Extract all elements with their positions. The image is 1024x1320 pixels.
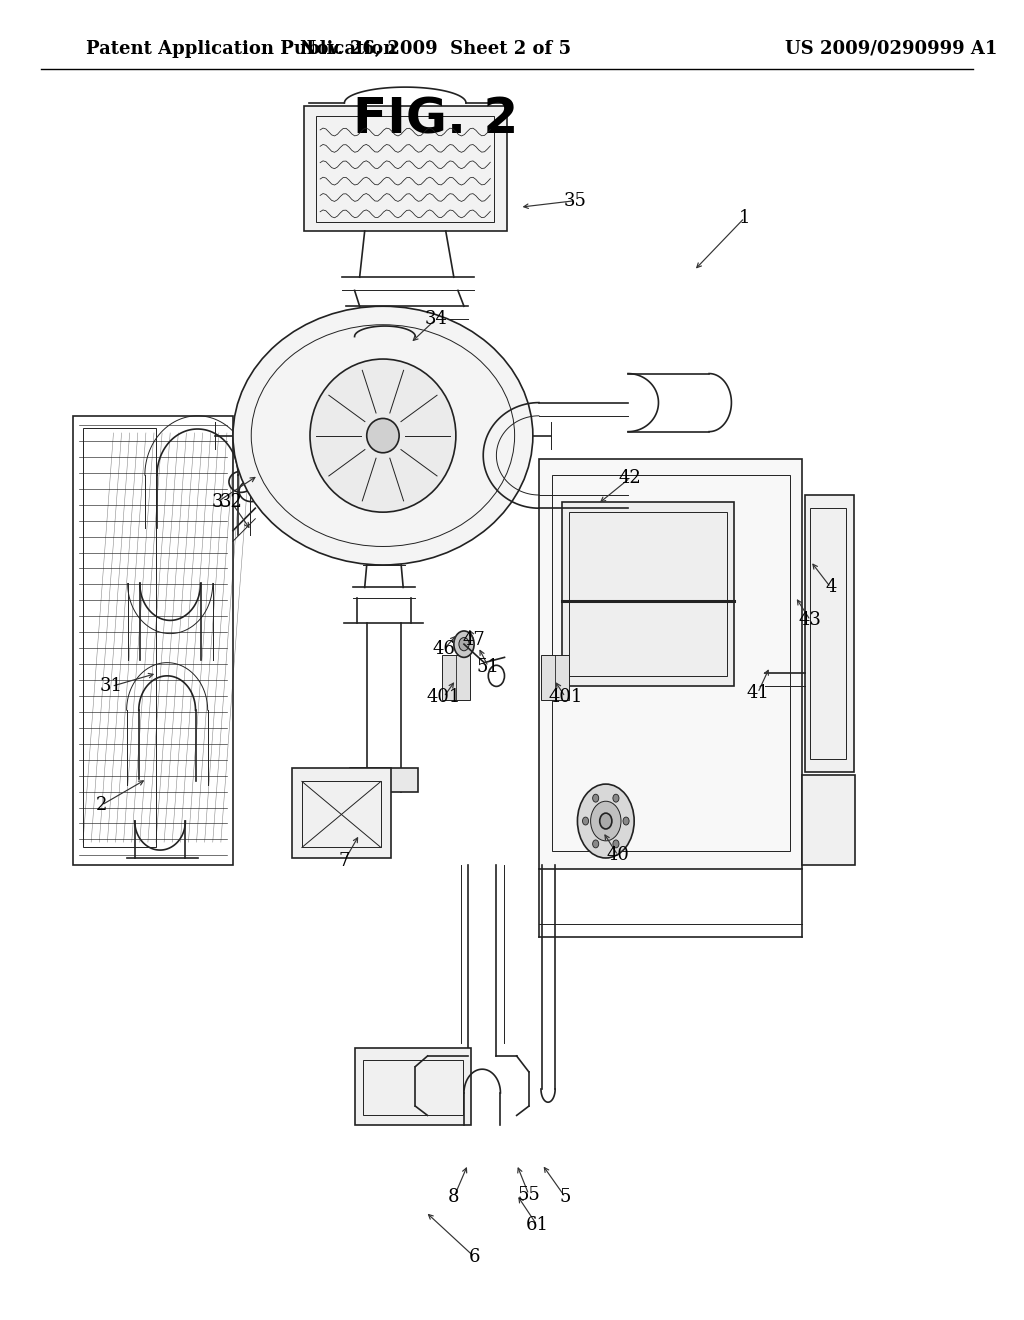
Ellipse shape [233,306,532,565]
Bar [316,116,495,222]
Bar [569,512,727,676]
Text: 31: 31 [100,677,123,696]
Text: 61: 61 [525,1216,549,1234]
Bar [539,459,803,869]
Text: 8: 8 [449,1188,460,1206]
Ellipse shape [600,813,612,829]
Text: 32: 32 [219,492,243,511]
Ellipse shape [591,801,621,841]
Text: 7: 7 [339,851,350,870]
Bar [803,775,855,865]
Text: 40: 40 [606,846,630,865]
Ellipse shape [310,359,456,512]
Ellipse shape [593,795,599,803]
Ellipse shape [367,418,399,453]
Bar [292,768,391,858]
Ellipse shape [454,631,474,657]
Ellipse shape [578,784,634,858]
Text: 2: 2 [95,796,106,814]
Text: Patent Application Publication: Patent Application Publication [86,40,396,58]
Text: Nov. 26, 2009  Sheet 2 of 5: Nov. 26, 2009 Sheet 2 of 5 [300,40,571,58]
Ellipse shape [623,817,629,825]
Bar [805,495,854,772]
Bar [304,106,507,231]
Ellipse shape [459,638,469,651]
Bar [552,475,791,851]
Bar [349,768,419,792]
Ellipse shape [583,817,589,825]
Ellipse shape [593,840,599,847]
Ellipse shape [613,795,618,803]
Text: 6: 6 [468,1247,480,1266]
Text: 401: 401 [427,688,461,706]
Text: 42: 42 [618,469,641,487]
Text: 3: 3 [212,492,223,511]
Text: 4: 4 [825,578,837,597]
Text: 5: 5 [559,1188,571,1206]
Text: 34: 34 [424,310,447,329]
Text: FIG. 2: FIG. 2 [353,95,518,143]
Text: 47: 47 [463,631,485,649]
Text: 46: 46 [432,640,455,659]
Text: 41: 41 [746,684,769,702]
Text: 35: 35 [564,191,587,210]
Text: US 2009/0290999 A1: US 2009/0290999 A1 [785,40,997,58]
Bar [83,428,156,847]
Bar [810,508,846,759]
Bar [354,1048,471,1125]
Bar [562,502,734,686]
Text: 55: 55 [517,1185,541,1204]
Text: 401: 401 [548,688,583,706]
Ellipse shape [613,840,618,847]
Bar [302,781,381,847]
Bar [362,1060,463,1115]
Bar [441,655,470,700]
Text: 43: 43 [799,611,822,630]
Bar [73,416,233,865]
Text: 51: 51 [477,657,500,676]
Bar [541,655,569,700]
Text: 1: 1 [739,209,751,227]
